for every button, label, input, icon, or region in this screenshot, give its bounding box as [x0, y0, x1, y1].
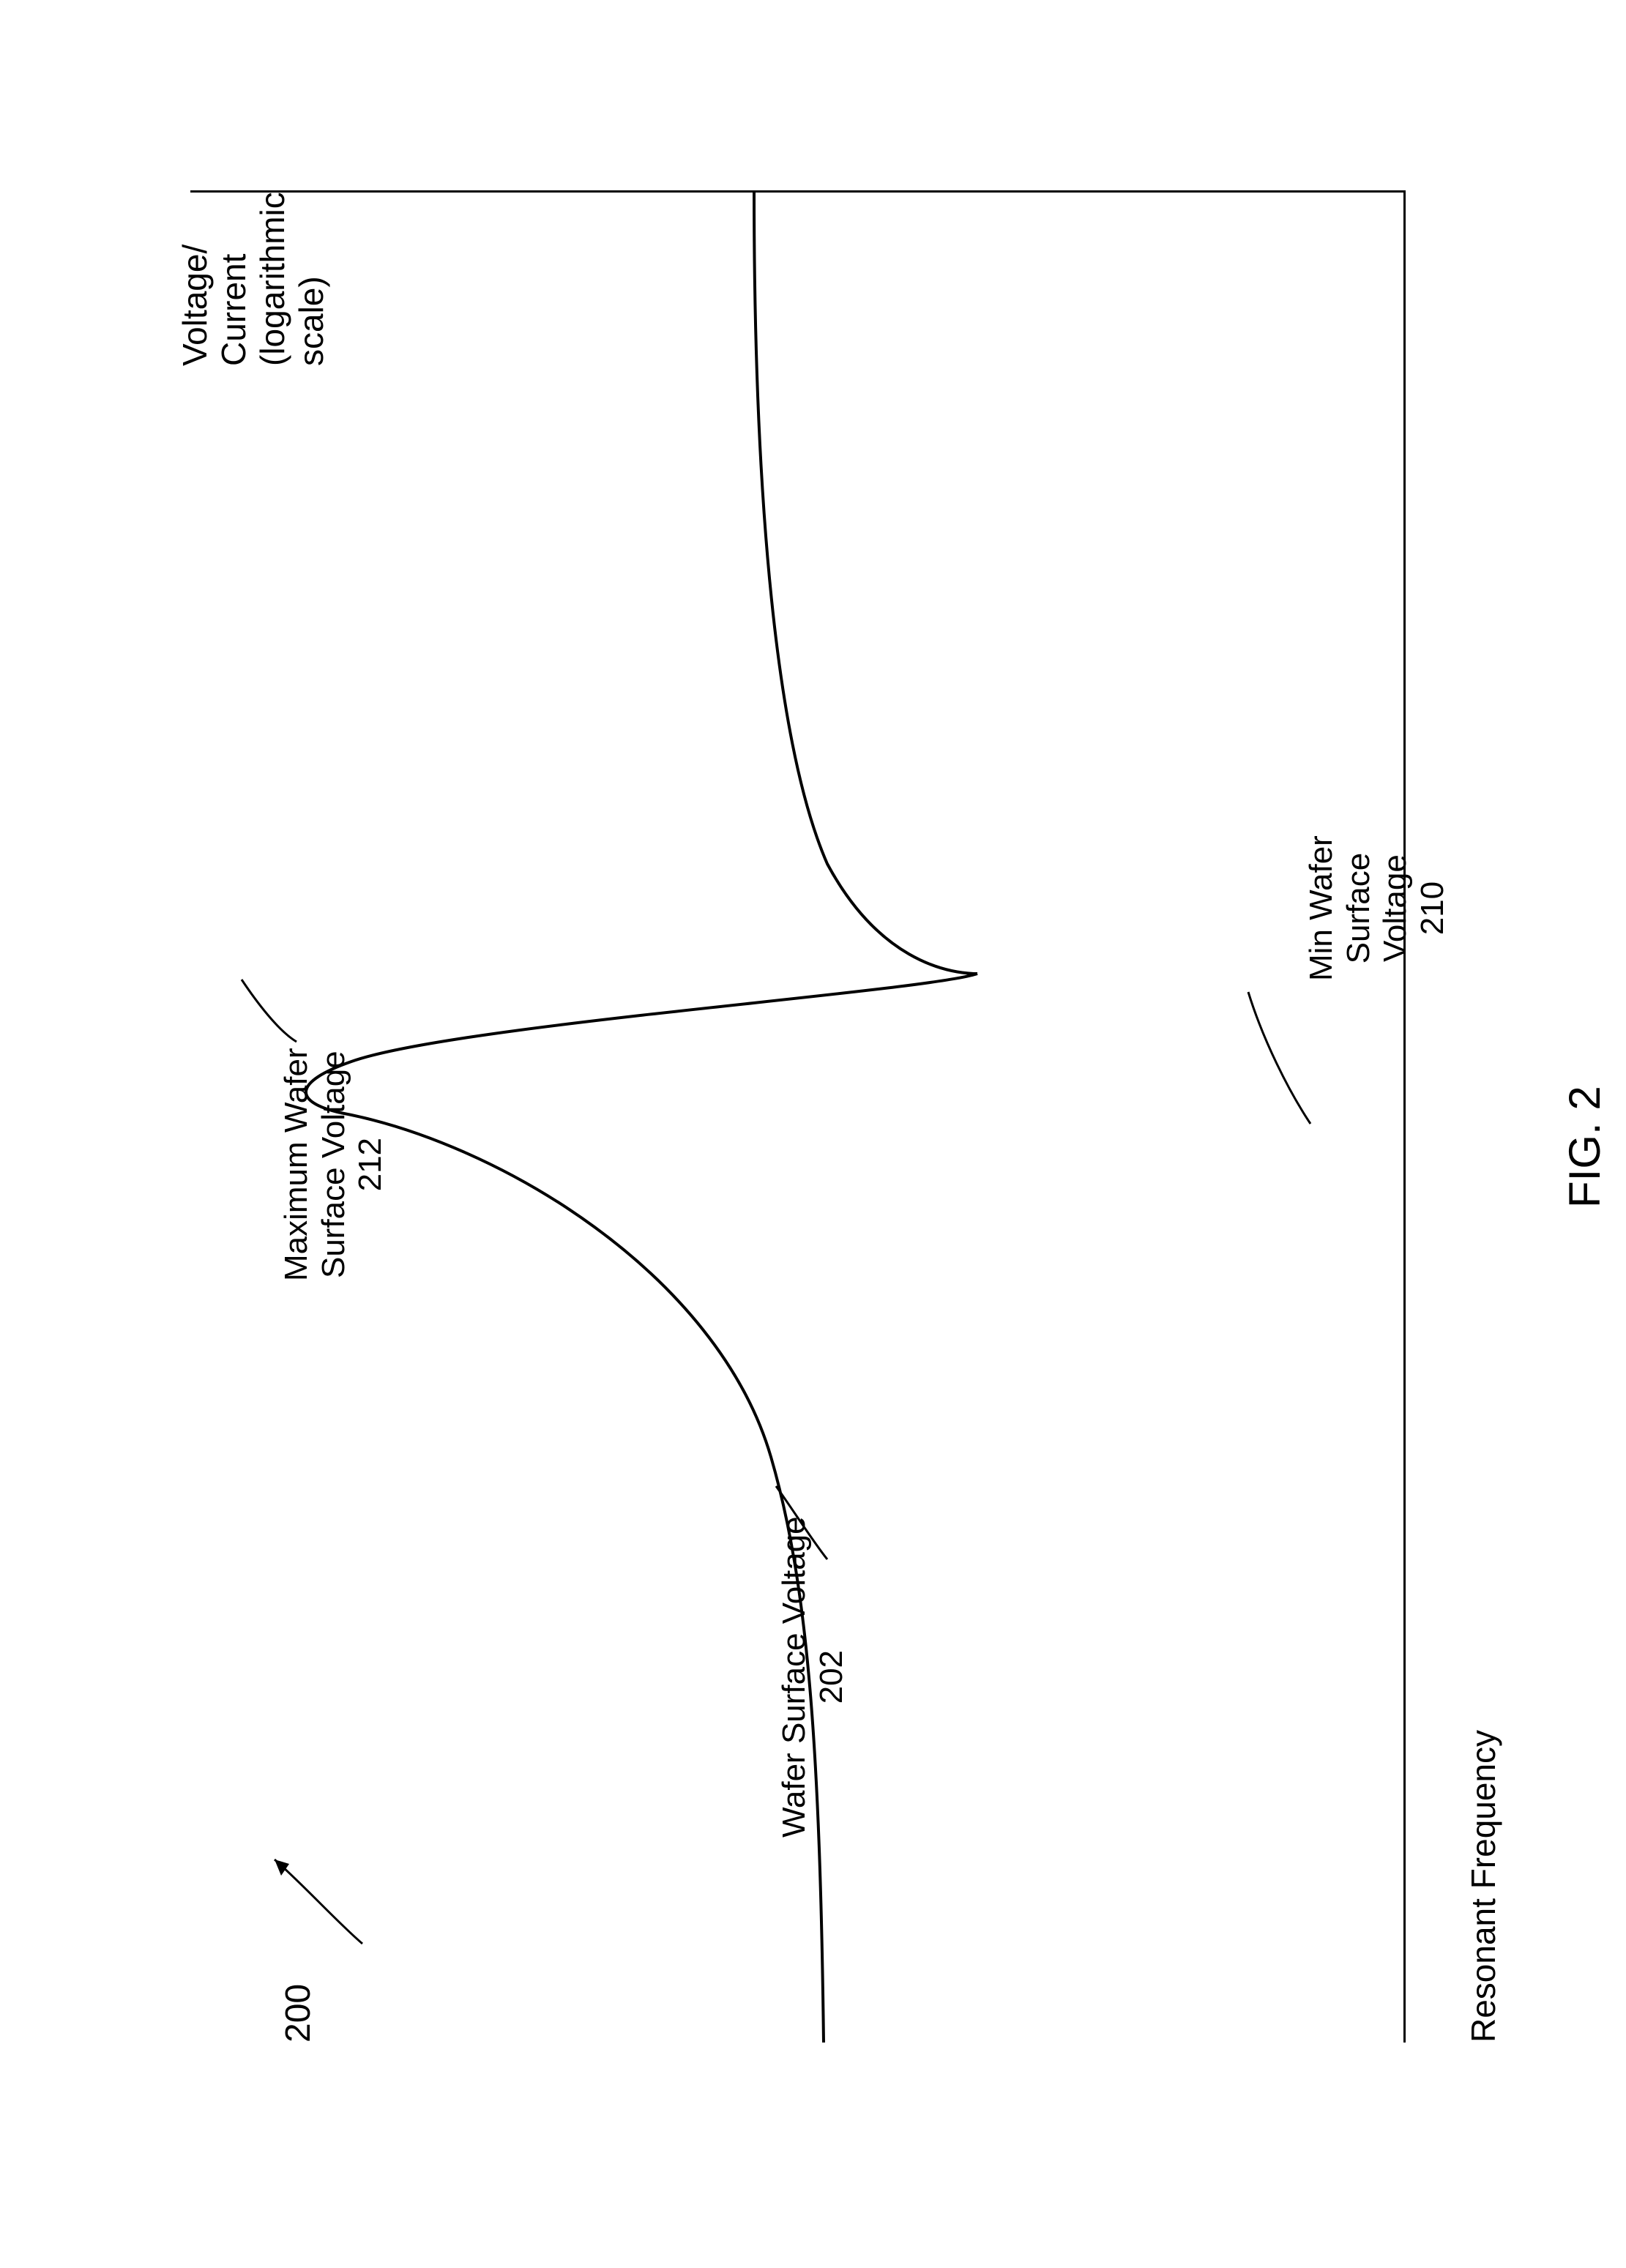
curve-left-branch	[754, 190, 977, 974]
min-wafer-voltage-label: Min Wafer Surface Voltage 210	[1303, 835, 1451, 981]
y-axis-label: Voltage/ Current (logarithmic scale)	[176, 192, 331, 366]
ref-200-callout	[249, 1838, 395, 1984]
figure-ref-num: 200	[278, 1984, 318, 2043]
figure-caption: FIG. 2	[1559, 1086, 1610, 1208]
min-leader	[1237, 981, 1340, 1127]
x-axis-label: Resonant Frequency	[1464, 1730, 1503, 2043]
max-leader	[227, 972, 315, 1060]
curve-drop	[306, 974, 977, 1113]
max-wafer-voltage-label: Maximum Wafer Surface Voltage 212	[278, 1048, 389, 1281]
curve-right-branch	[340, 1113, 824, 2043]
wsv-leader	[761, 1479, 849, 1574]
page: Voltage/ Current (logarithmic scale) Res…	[0, 0, 1626, 2268]
